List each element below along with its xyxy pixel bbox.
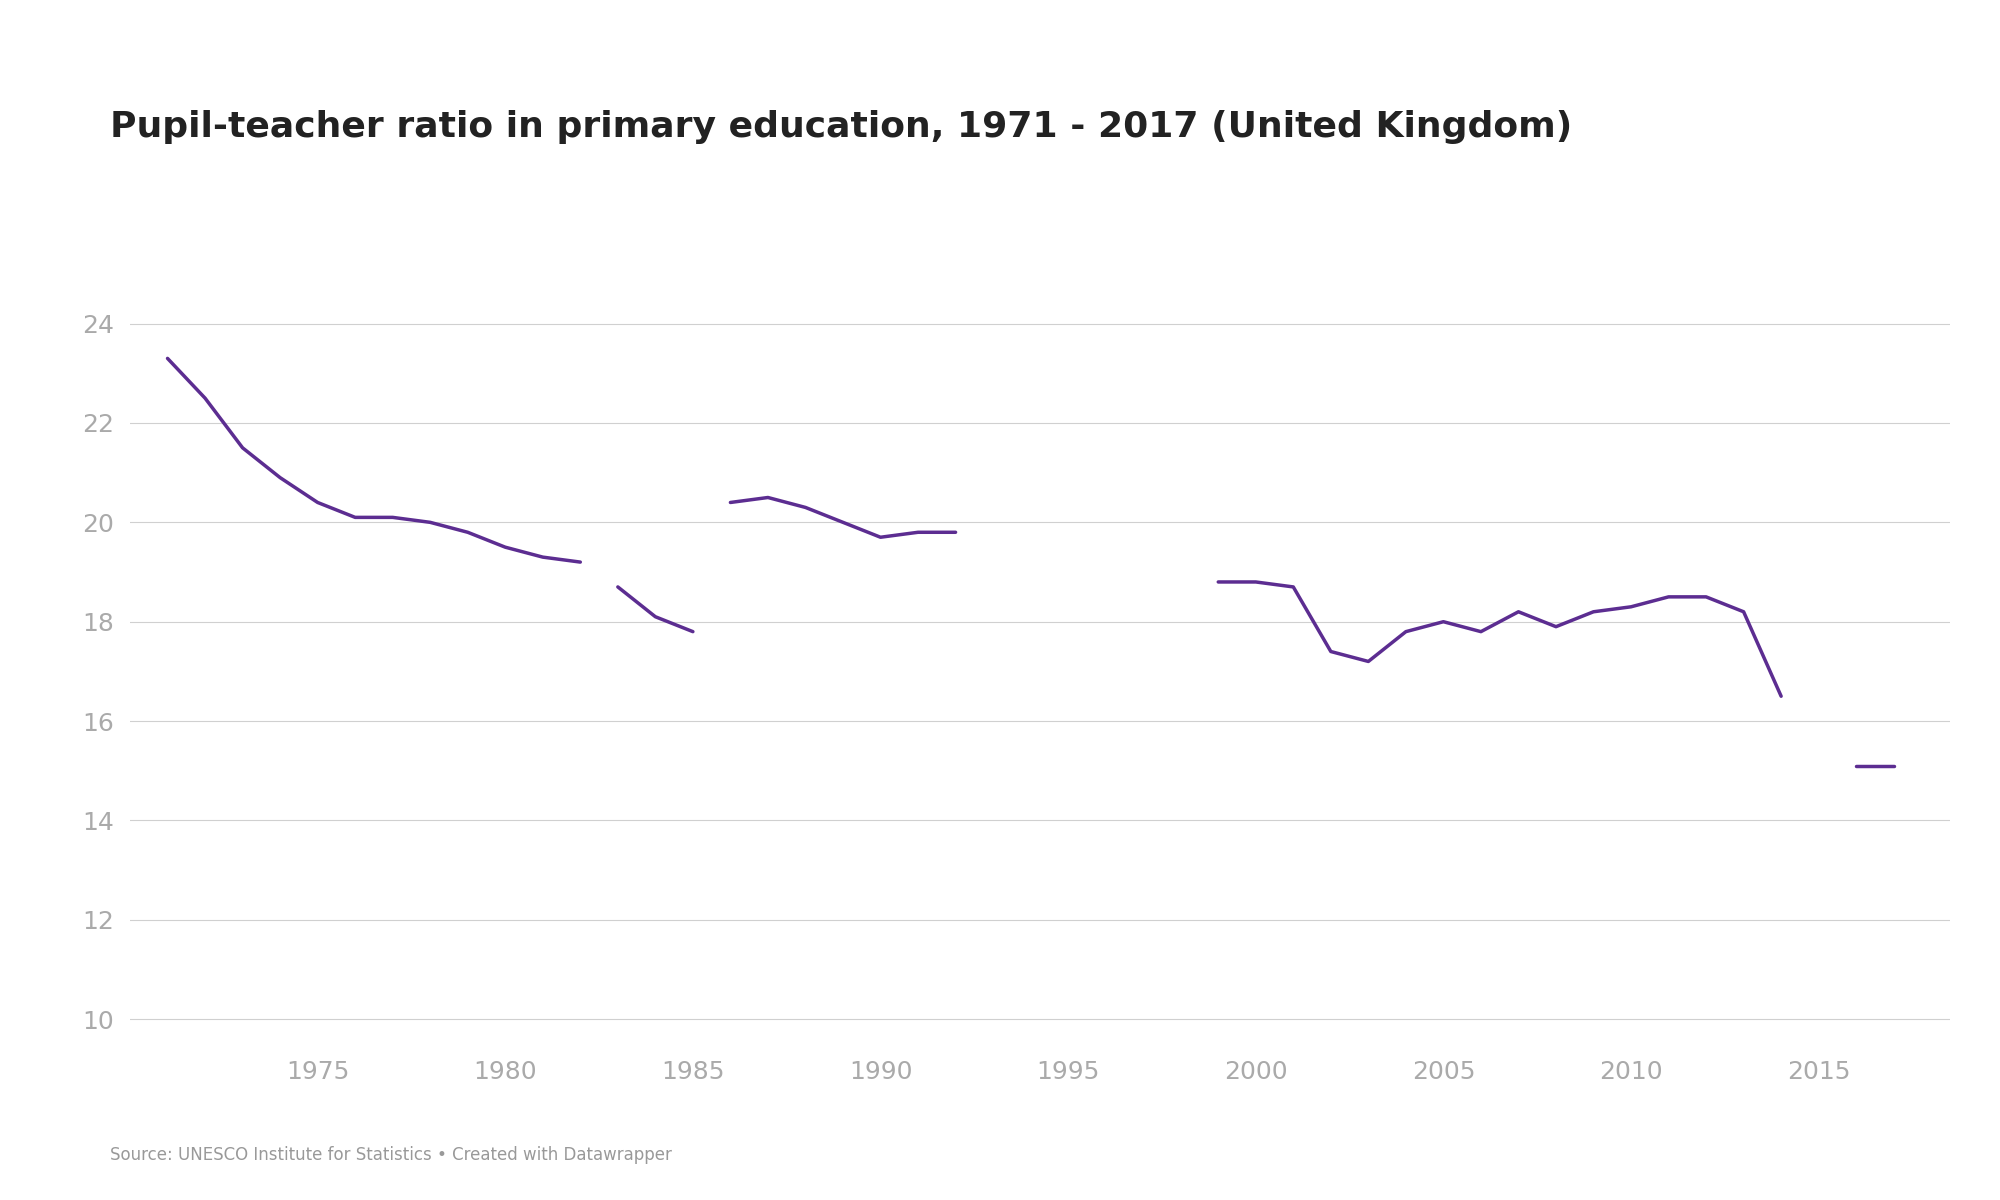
Text: Source: UNESCO Institute for Statistics • Created with Datawrapper: Source: UNESCO Institute for Statistics … [110, 1146, 672, 1164]
Text: Pupil-teacher ratio in primary education, 1971 - 2017 (United Kingdom): Pupil-teacher ratio in primary education… [110, 110, 1572, 144]
